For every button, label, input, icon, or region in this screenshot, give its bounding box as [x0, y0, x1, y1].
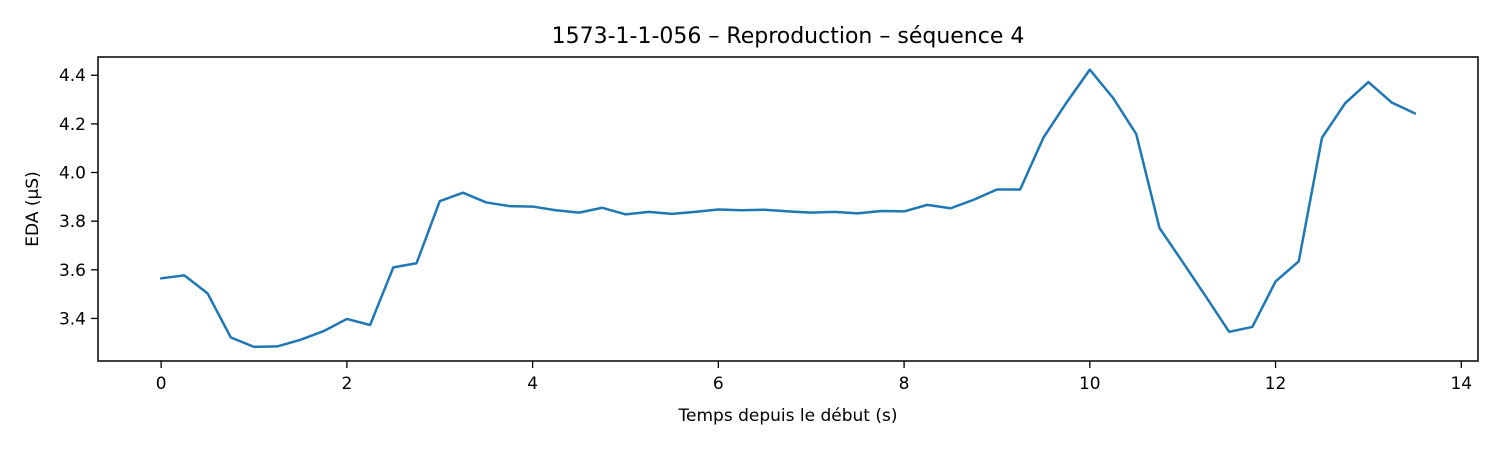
- x-tick-label: 8: [899, 374, 910, 394]
- x-tick-label: 4: [527, 374, 538, 394]
- x-tick-label: 6: [713, 374, 724, 394]
- y-axis: 3.4 3.6 3.8 4.0 4.2 4.4: [59, 66, 98, 329]
- series-line: [159, 68, 1417, 349]
- y-tick-label: 4.4: [59, 66, 86, 86]
- chart-title: 1573-1-1-056 – Reproduction – séquence 4: [552, 24, 1025, 49]
- y-tick-label: 4.2: [59, 115, 86, 135]
- y-tick-label: 4.0: [59, 164, 86, 184]
- y-tick-label: 3.6: [59, 261, 86, 281]
- y-tick-label: 3.8: [59, 212, 86, 232]
- x-tick-label: 12: [1265, 374, 1287, 394]
- x-tick-label: 14: [1450, 374, 1472, 394]
- axes-frame: [97, 56, 1479, 362]
- x-tick-label: 2: [341, 374, 352, 394]
- x-axis: 0 2 4 6 8 10 12 14: [156, 361, 1472, 394]
- x-tick-label: 10: [1079, 374, 1101, 394]
- plot-area: [159, 68, 1417, 349]
- x-axis-label: Temps depuis le début (s): [678, 406, 898, 426]
- y-axis-label: EDA (µS): [23, 171, 43, 246]
- x-tick-label: 0: [156, 374, 167, 394]
- y-tick-label: 3.4: [59, 309, 86, 329]
